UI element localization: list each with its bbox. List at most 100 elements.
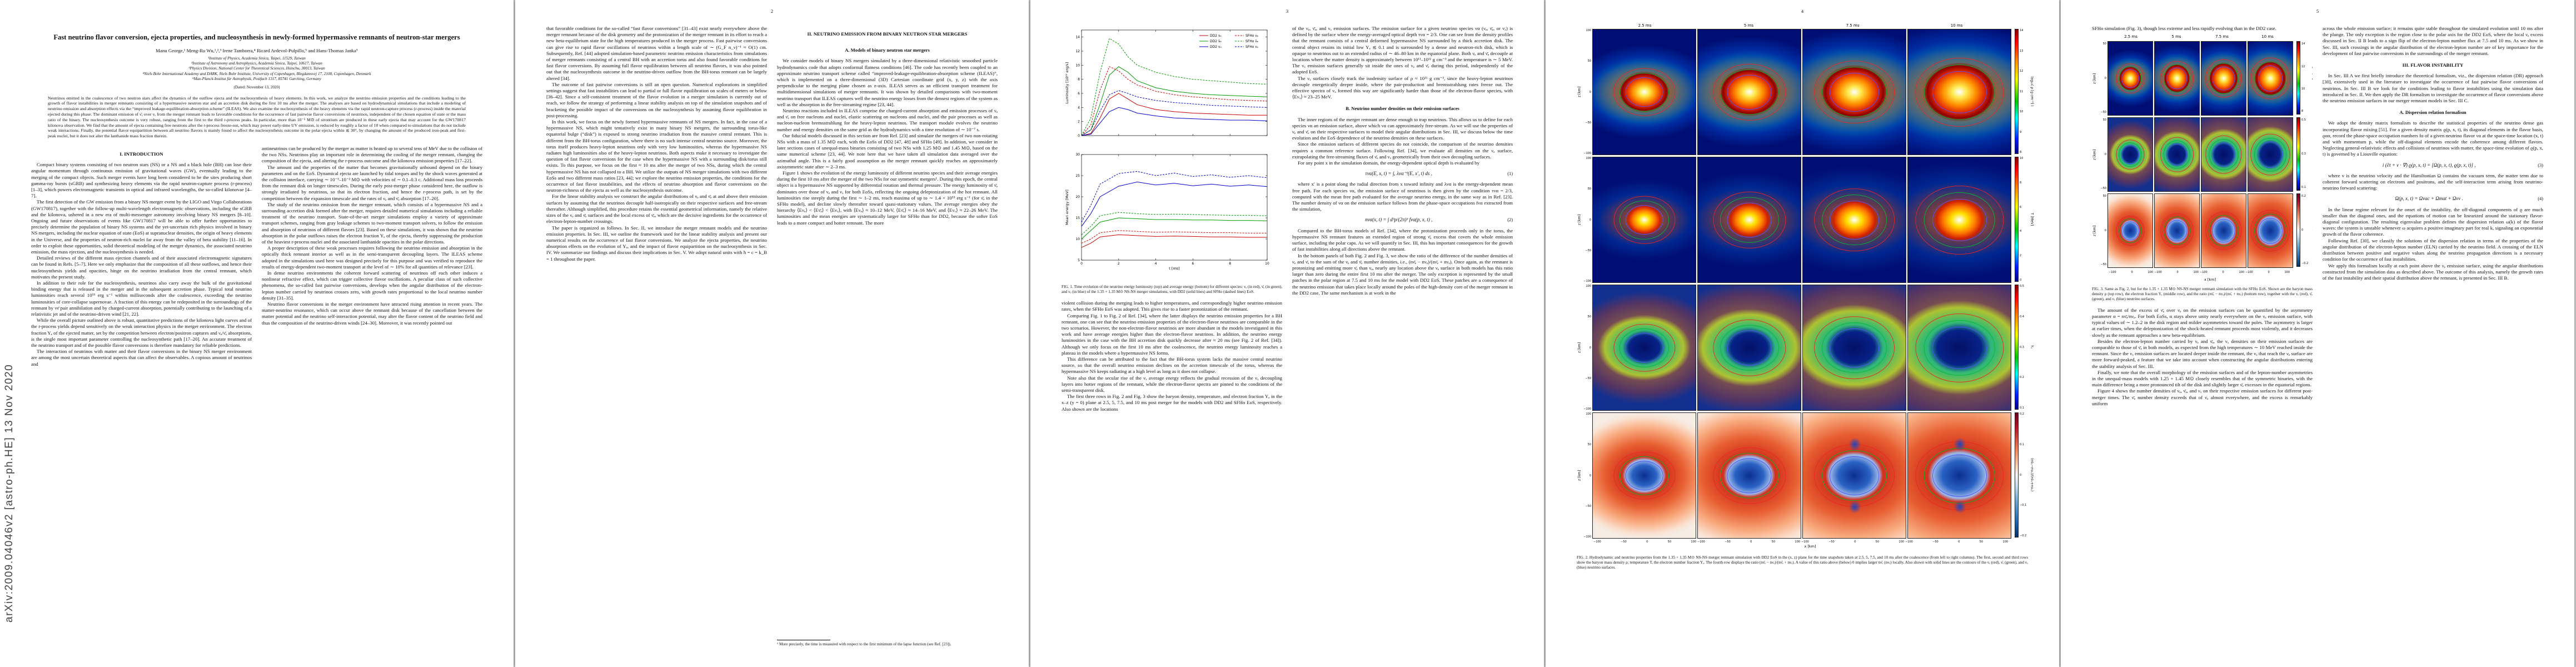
affiliation-line: ⁵Max-Planck-Institut für Astrophysik, Po… (192, 77, 321, 82)
figure-1: 0 2 4 6 8 10 12 14 Luminosity [10⁵² erg/s] DD2 νₑ… (1062, 26, 1282, 281)
body-paragraph: The first three rows in Fig. 2 and Fig. … (1062, 394, 1282, 412)
page-number-5: 5 (2316, 8, 2319, 14)
page3-col-left: 0 2 4 6 8 10 12 14 Luminosity [10⁵² erg/s] DD2 νₑ… (1062, 26, 1282, 647)
body-paragraph: The study of the neutrino emission from … (262, 201, 482, 245)
anue-surface-contour (1619, 200, 1670, 240)
body-paragraph: The paper is organized as follows. In Se… (546, 225, 767, 262)
body-paragraph: For any point x in the simulation domain… (1298, 160, 1479, 166)
svg-text:30: 30 (1075, 153, 1080, 157)
colorbar-label: (nν̄ₑ−nνₑ)/(nν̄ₑ+nνₑ) (2310, 193, 2313, 267)
panel-time-label: 2.5 ms (2124, 34, 2137, 39)
svg-text:15: 15 (1075, 216, 1080, 220)
anue-surface-contour (1821, 194, 1887, 246)
polar-eln-patch (1849, 438, 1861, 451)
anue-surface-contour (1619, 456, 1670, 495)
equation-number: (4) (2538, 196, 2543, 202)
anue-surface-contour (1720, 452, 1779, 499)
footnote: ¹ More precisely, the time is measured w… (777, 639, 998, 647)
axis-label-z: z [km] (2092, 225, 2097, 236)
axis-label-z: z [km] (1577, 470, 1582, 481)
section-heading: I. INTRODUCTION (119, 151, 163, 157)
nux-surface-contour (1727, 202, 1772, 238)
nux-surface-contour (2121, 145, 2139, 165)
body-paragraph: antineutrinos can be produced by the mer… (262, 145, 482, 164)
page1-columns: I. INTRODUCTION Compact binary systems co… (31, 146, 482, 647)
panel-ye (2107, 117, 2153, 192)
series-SFHo-anue (1081, 212, 1268, 235)
nux-surface-contour (1727, 74, 1772, 110)
affiliation-line: ¹Institute of Physics, Academia Sinica, … (208, 56, 306, 61)
anue-surface-contour (1720, 197, 1779, 243)
anue-surface-contour (2163, 216, 2191, 245)
nue-surface-contour (2250, 210, 2290, 252)
anue-surface-contour (2254, 62, 2286, 96)
page2-col-right: II. NEUTRINO EMISSION FROM BINARY NEUTRO… (777, 26, 998, 647)
paper-authors: Manu George,¹ Meng-Ru Wu,¹,²,³ Irene Tam… (156, 47, 358, 53)
page2-col-left: that favorable conditions for the so-cal… (546, 26, 767, 647)
panel-ratio (2107, 193, 2153, 268)
arxiv-banner: arXiv:2009.04046v2 [astro-ph.HE] 13 Nov … (3, 364, 15, 623)
panel-ratio (1592, 412, 1696, 539)
figure-caption: FIG. 3. Same as Fig. 2, but for the 1.35… (2092, 286, 2313, 301)
nux-surface-contour (2212, 67, 2235, 91)
nux-surface-contour (1932, 326, 1987, 369)
equation-body: nνα(x, t) = ∫ d³p/(2π)³ fνα(p, x, t) , (1364, 217, 1433, 223)
nux-surface-contour (2258, 66, 2283, 92)
series-SFHo-nue (1081, 66, 1268, 136)
nue-surface-contour (1712, 319, 1786, 376)
panel-ratio (1907, 412, 2011, 539)
body-paragraph: In dense neutrino environments the coher… (262, 270, 482, 301)
anue-surface-contour (1924, 192, 1995, 248)
nux-surface-contour (2121, 221, 2139, 241)
title-block: Fast neutrino flavor conversion, ejecta … (31, 33, 482, 139)
svg-text:2: 2 (1078, 120, 1080, 124)
anue-surface-contour (1924, 447, 1995, 504)
svg-text:2: 2 (1118, 262, 1120, 266)
anue-surface-contour (1821, 450, 1887, 501)
nue-surface-contour (1613, 68, 1676, 116)
svg-text:t [ms]: t [ms] (1169, 266, 1179, 271)
colorbar (2015, 157, 2019, 282)
axis-label-z: z [km] (1577, 342, 1582, 354)
nux-surface-contour (2166, 67, 2188, 89)
body-paragraph: The amount of the excess of ν̄ₑ over νₑ … (2092, 307, 2313, 338)
affiliation-line: ³Physics Division, National Center for T… (188, 66, 325, 71)
fig1-plots: 0 2 4 6 8 10 12 14 Luminosity [10⁵² erg/s] DD2 νₑ… (1065, 29, 1269, 271)
equation-number: (1) (1507, 171, 1513, 177)
page-4: 4 2.5 ms 5 ms 7.5 ms 10 ms z [km] 100 50 0 −50 −1… (1546, 0, 2059, 667)
svg-text:Luminosity [10⁵² erg/s]: Luminosity [10⁵² erg/s] (1065, 62, 1069, 103)
colorbar (2296, 41, 2300, 115)
axis-label-z: z [km] (1577, 86, 1582, 98)
panel-ratio (2154, 193, 2200, 268)
page3-col-right: of the νₑ, ν̄ₑ, and νₓ emission surfaces… (1292, 26, 1513, 647)
svg-text:4: 4 (1078, 106, 1080, 109)
svg-text:SFHo νₓ: SFHo νₓ (1245, 45, 1259, 49)
body-paragraph: that favorable conditions for the so-cal… (546, 26, 767, 81)
body-paragraph: where x′ is a point along the radial dir… (1292, 181, 1513, 212)
series-SFHo-nux (1081, 90, 1268, 136)
equation-number: (2) (1507, 217, 1513, 223)
affiliation-line: ⁴Niels Bohr International Academy and DA… (142, 71, 371, 76)
body-paragraph: For the linear stability analysis we con… (546, 193, 767, 225)
svg-text:SFHo ν̄ₑ: SFHo ν̄ₑ (1245, 39, 1259, 43)
nue-surface-contour (2205, 212, 2242, 250)
panel-density (1907, 29, 2011, 155)
axis-label-z: z [km] (2092, 149, 2097, 160)
anue-surface-contour (1924, 64, 1995, 120)
panel-density (2107, 41, 2153, 116)
body-paragraph: violent collision during the merging lea… (1062, 300, 1282, 312)
svg-text:14: 14 (1075, 36, 1080, 39)
nue-surface-contour (2160, 213, 2194, 248)
body-paragraph: Compact binary systems consisting of two… (31, 162, 252, 199)
colorbar-label: log₁₀( ρ [g cm⁻³] ) (2310, 41, 2313, 115)
dated-line: (Dated: November 13, 2020) (233, 84, 280, 89)
nux-surface-contour (2258, 142, 2283, 168)
nux-surface-contour (1727, 330, 1772, 366)
body-paragraph: We apply this formalism locally at each … (2323, 262, 2543, 281)
body-paragraph: In addition to their role for the nucleo… (31, 280, 252, 317)
svg-text:DD2 νₑ: DD2 νₑ (1210, 34, 1222, 38)
figure-3: 2.5 ms 5 ms 7.5 ms 10 ms z [km] 50 0 −50 14 12 10 8… (2092, 34, 2313, 283)
page5-columns: SFHo simulation (Fig. 3), though less ex… (2092, 26, 2543, 647)
subsection-heading: B. Neutrino number densities on their em… (1346, 106, 1459, 112)
panel-density (2248, 41, 2293, 116)
